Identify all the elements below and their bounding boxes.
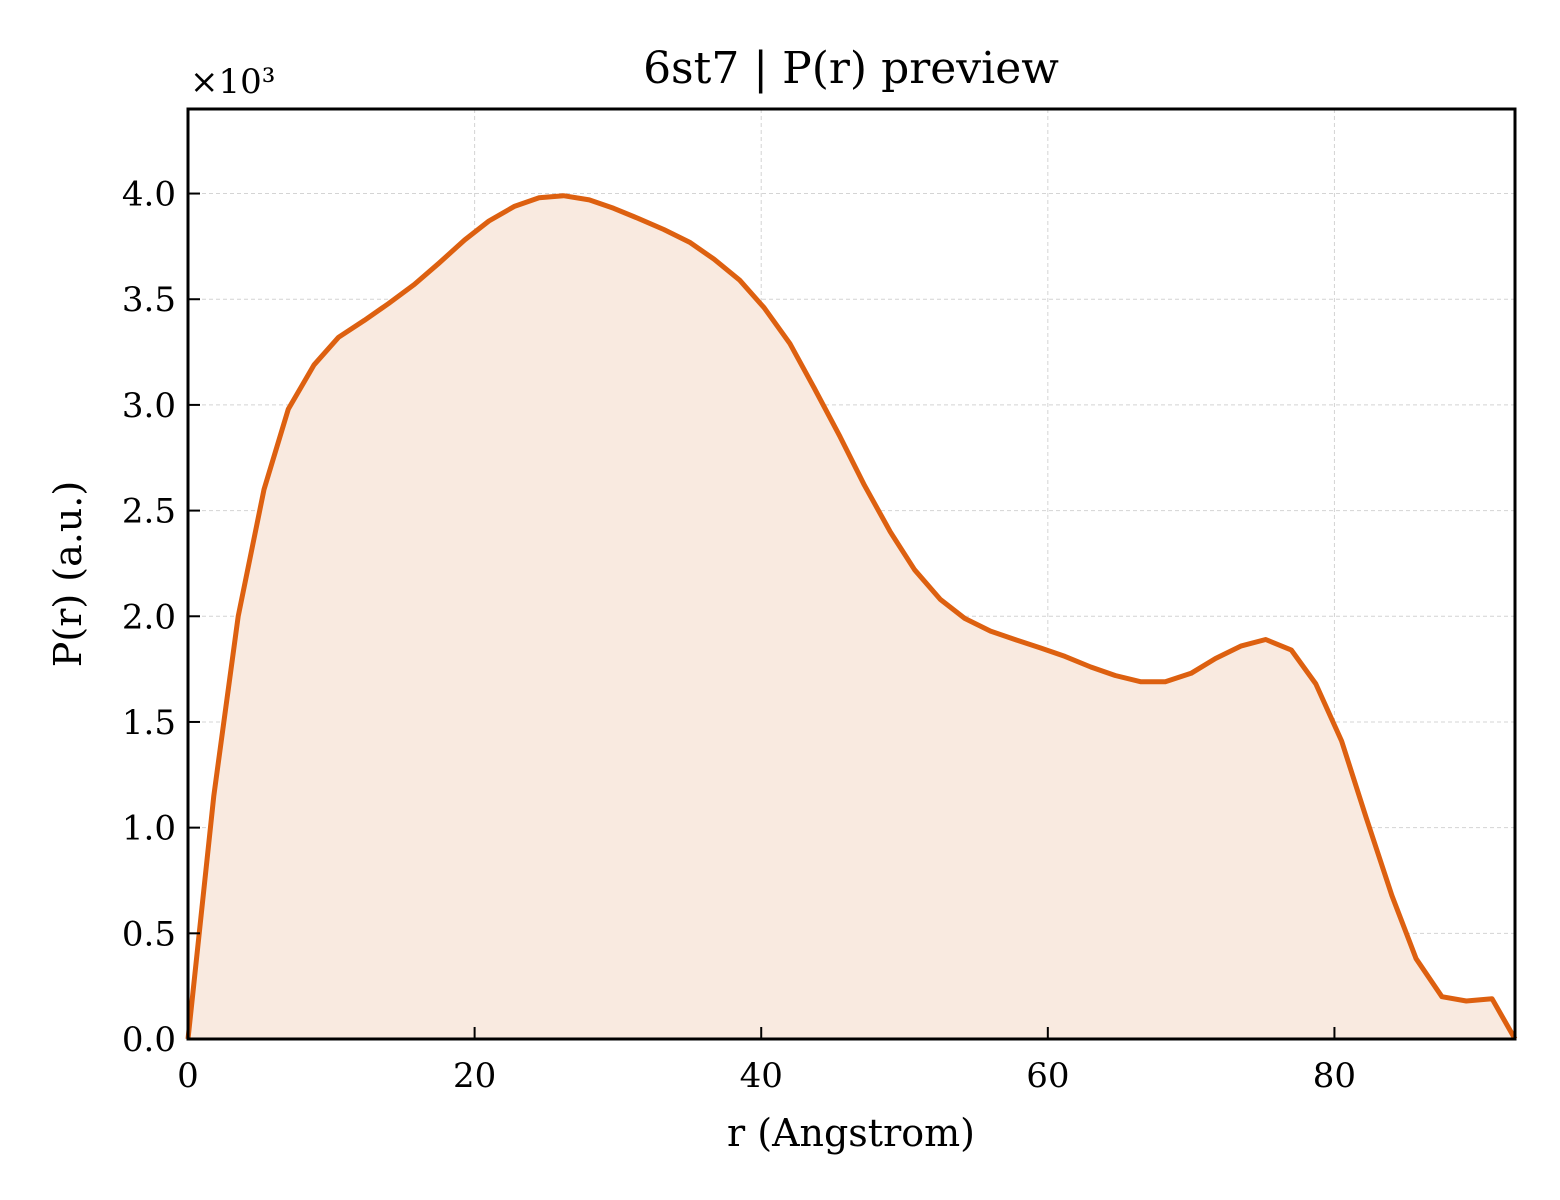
y-tick-label: 1.5 xyxy=(122,703,176,743)
axis-ticks xyxy=(187,192,1336,1040)
series-line xyxy=(185,193,1518,1041)
x-tick-label: 80 xyxy=(1313,1056,1356,1096)
x-tick-label: 60 xyxy=(1026,1056,1069,1096)
x-tick-label: 40 xyxy=(740,1056,783,1096)
chart-title: 6st7 | P(r) preview xyxy=(643,43,1059,94)
y-axis-label: P(r) (a.u.) xyxy=(46,481,90,667)
y-tick-label: 3.0 xyxy=(122,386,176,426)
y-tick-label: 2.5 xyxy=(122,492,176,532)
y-tick-label: 1.0 xyxy=(122,809,176,849)
y-scale-label: ×10³ xyxy=(190,62,275,102)
series-area-fill xyxy=(188,195,1515,1039)
x-axis-label: r (Angstrom) xyxy=(727,1111,975,1155)
y-tick-label: 2.0 xyxy=(122,597,176,637)
y-tick-label: 4.0 xyxy=(122,175,176,215)
y-tick-label: 3.5 xyxy=(122,280,176,320)
y-tick-label: 0.5 xyxy=(122,914,176,954)
plot-frame xyxy=(186,107,1517,1041)
tick-labels: 0 20 40 60 80 0.0 0.5 1.0 1.5 2.0 2.5 3.0 3.5 4.0 xyxy=(122,175,1356,1096)
y-tick-label: 0.0 xyxy=(122,1020,176,1060)
x-tick-label: 0 xyxy=(177,1056,199,1096)
x-tick-label: 20 xyxy=(453,1056,496,1096)
